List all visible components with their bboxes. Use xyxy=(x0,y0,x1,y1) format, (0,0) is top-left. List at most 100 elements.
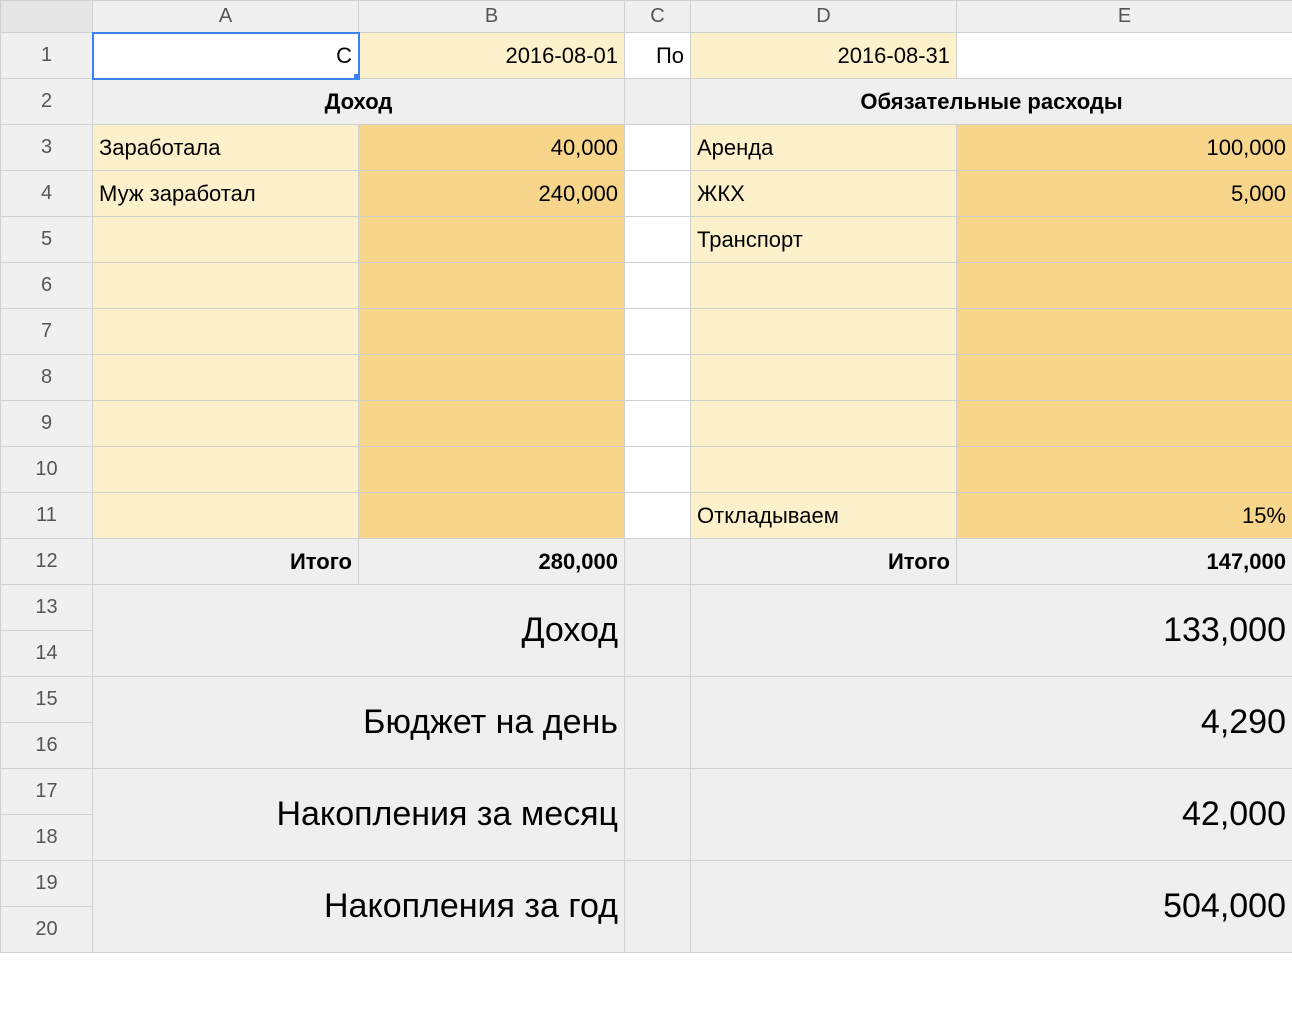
summary-value-3[interactable]: 504,000 xyxy=(691,861,1292,953)
col-header-D[interactable]: D xyxy=(691,1,957,33)
income-value-1[interactable]: 240,000 xyxy=(359,171,625,217)
row-header-6[interactable]: 6 xyxy=(1,263,93,309)
row-header-19[interactable]: 19 xyxy=(1,861,93,907)
row-header-8[interactable]: 8 xyxy=(1,355,93,401)
row-header-4[interactable]: 4 xyxy=(1,171,93,217)
income-total-value[interactable]: 280,000 xyxy=(359,539,625,585)
expense-label-3[interactable] xyxy=(691,263,957,309)
row-header-12[interactable]: 12 xyxy=(1,539,93,585)
cell-C12[interactable] xyxy=(625,539,691,585)
cell-D1[interactable]: 2016-08-31 xyxy=(691,33,957,79)
expense-value-2[interactable] xyxy=(957,217,1292,263)
cell-E1[interactable] xyxy=(957,33,1292,79)
income-value-7[interactable] xyxy=(359,447,625,493)
row-header-5[interactable]: 5 xyxy=(1,217,93,263)
summary-value-2[interactable]: 42,000 xyxy=(691,769,1292,861)
summary-gap-2[interactable] xyxy=(625,769,691,861)
row-header-17[interactable]: 17 xyxy=(1,769,93,815)
summary-label-0[interactable]: Доход xyxy=(93,585,625,677)
expense-value-8[interactable]: 15% xyxy=(957,493,1292,539)
expense-value-7[interactable] xyxy=(957,447,1292,493)
row-header-7[interactable]: 7 xyxy=(1,309,93,355)
spreadsheet[interactable]: A B C D E 1 С 2016-08-01 По 2016-08-31 2… xyxy=(0,0,1292,953)
col-header-A[interactable]: A xyxy=(93,1,359,33)
summary-gap-1[interactable] xyxy=(625,677,691,769)
cell-C1[interactable]: По xyxy=(625,33,691,79)
cell-C11[interactable] xyxy=(625,493,691,539)
income-label-3[interactable] xyxy=(93,263,359,309)
expense-label-7[interactable] xyxy=(691,447,957,493)
cell-C6[interactable] xyxy=(625,263,691,309)
row-header-16[interactable]: 16 xyxy=(1,723,93,769)
expense-label-1[interactable]: ЖКХ xyxy=(691,171,957,217)
income-label-8[interactable] xyxy=(93,493,359,539)
expense-value-3[interactable] xyxy=(957,263,1292,309)
row-9: 9 xyxy=(1,401,1292,447)
expense-value-1[interactable]: 5,000 xyxy=(957,171,1292,217)
row-4: 4 Муж заработал 240,000 ЖКХ 5,000 xyxy=(1,171,1292,217)
row-header-11[interactable]: 11 xyxy=(1,493,93,539)
income-value-3[interactable] xyxy=(359,263,625,309)
expense-label-6[interactable] xyxy=(691,401,957,447)
row-header-3[interactable]: 3 xyxy=(1,125,93,171)
expenses-title[interactable]: Обязательные расходы xyxy=(691,79,1292,125)
income-label-6[interactable] xyxy=(93,401,359,447)
row-header-18[interactable]: 18 xyxy=(1,815,93,861)
summary-gap-0[interactable] xyxy=(625,585,691,677)
expense-value-6[interactable] xyxy=(957,401,1292,447)
row-header-14[interactable]: 14 xyxy=(1,631,93,677)
expense-label-2[interactable]: Транспорт xyxy=(691,217,957,263)
summary-label-3[interactable]: Накопления за год xyxy=(93,861,625,953)
col-header-C[interactable]: C xyxy=(625,1,691,33)
cell-C5[interactable] xyxy=(625,217,691,263)
cell-C3[interactable] xyxy=(625,125,691,171)
expenses-total-label[interactable]: Итого xyxy=(691,539,957,585)
income-label-4[interactable] xyxy=(93,309,359,355)
income-label-1[interactable]: Муж заработал xyxy=(93,171,359,217)
col-header-B[interactable]: B xyxy=(359,1,625,33)
expense-value-0[interactable]: 100,000 xyxy=(957,125,1292,171)
income-label-0[interactable]: Заработала xyxy=(93,125,359,171)
summary-label-2[interactable]: Накопления за месяц xyxy=(93,769,625,861)
row-header-2[interactable]: 2 xyxy=(1,79,93,125)
cell-C8[interactable] xyxy=(625,355,691,401)
cell-C10[interactable] xyxy=(625,447,691,493)
income-total-label[interactable]: Итого xyxy=(93,539,359,585)
income-value-6[interactable] xyxy=(359,401,625,447)
income-label-7[interactable] xyxy=(93,447,359,493)
cell-C7[interactable] xyxy=(625,309,691,355)
income-value-0[interactable]: 40,000 xyxy=(359,125,625,171)
summary-value-1[interactable]: 4,290 xyxy=(691,677,1292,769)
expense-label-8[interactable]: Откладываем xyxy=(691,493,957,539)
row-header-9[interactable]: 9 xyxy=(1,401,93,447)
row-header-13[interactable]: 13 xyxy=(1,585,93,631)
expense-value-5[interactable] xyxy=(957,355,1292,401)
income-value-2[interactable] xyxy=(359,217,625,263)
expense-label-0[interactable]: Аренда xyxy=(691,125,957,171)
summary-gap-3[interactable] xyxy=(625,861,691,953)
income-label-5[interactable] xyxy=(93,355,359,401)
row-header-10[interactable]: 10 xyxy=(1,447,93,493)
corner-cell[interactable] xyxy=(1,1,93,33)
cell-C4[interactable] xyxy=(625,171,691,217)
cell-C2[interactable] xyxy=(625,79,691,125)
row-header-1[interactable]: 1 xyxy=(1,33,93,79)
row-3: 3 Заработала 40,000 Аренда 100,000 xyxy=(1,125,1292,171)
expense-label-4[interactable] xyxy=(691,309,957,355)
summary-value-0[interactable]: 133,000 xyxy=(691,585,1292,677)
income-value-5[interactable] xyxy=(359,355,625,401)
income-value-4[interactable] xyxy=(359,309,625,355)
cell-A1[interactable]: С xyxy=(93,33,359,79)
col-header-E[interactable]: E xyxy=(957,1,1292,33)
expenses-total-value[interactable]: 147,000 xyxy=(957,539,1292,585)
row-header-20[interactable]: 20 xyxy=(1,907,93,953)
expense-label-5[interactable] xyxy=(691,355,957,401)
income-title[interactable]: Доход xyxy=(93,79,625,125)
income-label-2[interactable] xyxy=(93,217,359,263)
row-header-15[interactable]: 15 xyxy=(1,677,93,723)
expense-value-4[interactable] xyxy=(957,309,1292,355)
cell-C9[interactable] xyxy=(625,401,691,447)
income-value-8[interactable] xyxy=(359,493,625,539)
summary-label-1[interactable]: Бюджет на день xyxy=(93,677,625,769)
cell-B1[interactable]: 2016-08-01 xyxy=(359,33,625,79)
